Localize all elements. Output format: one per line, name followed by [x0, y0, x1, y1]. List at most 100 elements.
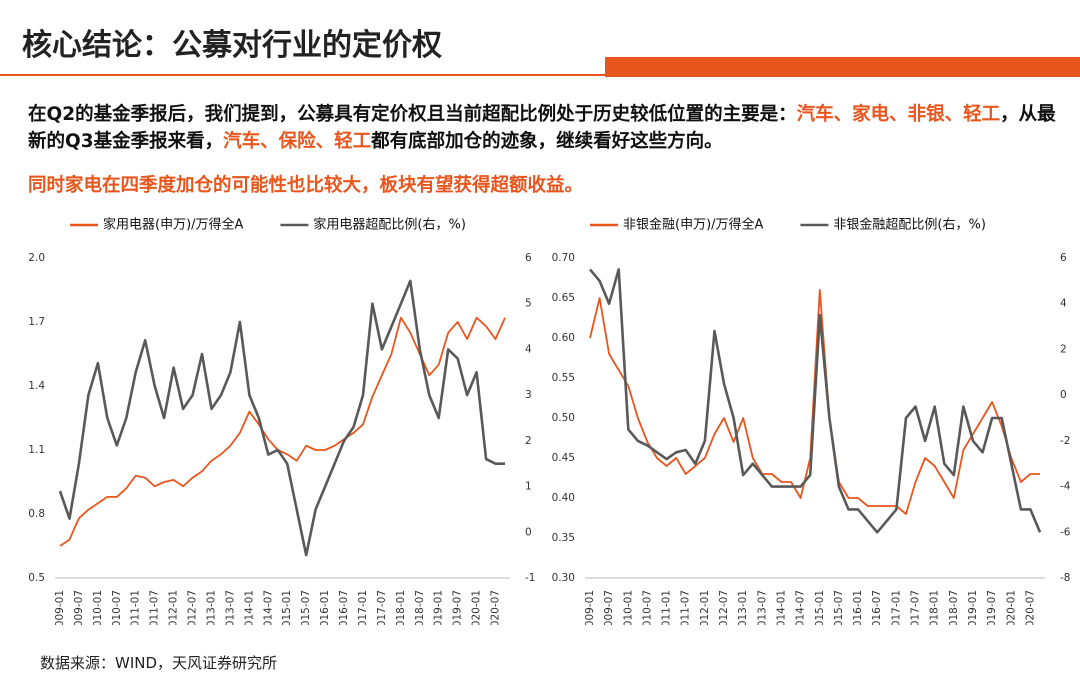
y2-tick-label: 2: [525, 435, 532, 447]
y2-tick-label: -4: [1060, 481, 1071, 493]
y-tick-label: 0.45: [552, 452, 575, 464]
x-tick-label: 2009-07: [603, 590, 615, 625]
y2-tick-label: -6: [1060, 526, 1071, 538]
y-tick-label: 0.65: [552, 292, 575, 304]
y-tick-label: 0.70: [552, 252, 575, 264]
x-tick-label: 2012-07: [187, 590, 199, 625]
y2-tick-label: -1: [525, 572, 535, 584]
source: 数据来源：WIND，天风证券研究所: [40, 654, 278, 672]
chart: 0.5 0.8 1.1 1.4 1.7 2.0 -1 0 1 2 3 4 5 6 2009-01 2009-0…: [28, 217, 535, 626]
x-tick-label: 2016-07: [338, 590, 350, 625]
legend-label: 非银金融(申万)/万得全A: [623, 217, 764, 233]
x-tick-label: 2017-01: [890, 590, 902, 625]
x-tick-label: 2019-01: [967, 590, 979, 625]
y2-tick-label: 3: [525, 389, 532, 401]
y2-tick-label: 0: [525, 526, 532, 538]
x-tick-label: 2012-07: [718, 590, 730, 625]
title-rule: [0, 74, 605, 76]
slide-title: 核心结论：公募对行业的定价权: [22, 28, 442, 63]
y2-tick-label: -8: [1060, 572, 1070, 584]
text-segment: 汽车、保险、轻工: [223, 131, 372, 152]
x-tick-label: 2018-01: [929, 590, 941, 625]
chart: 0.30 0.35 0.40 0.45 0.50 0.55 0.60 0.65 0.70 -8 -6…: [552, 217, 1071, 626]
text-segment: 都有底部加仓的迹象，继续看好这些方向。: [371, 131, 723, 152]
x-tick-label: 2013-01: [205, 590, 217, 625]
y-tick-label: 0.5: [28, 572, 45, 584]
x-tick-label: 2014-07: [795, 590, 807, 625]
x-tick-label: 2015-07: [300, 590, 312, 625]
x-tick-label: 2017-01: [357, 590, 369, 625]
y-tick-label: 1.7: [28, 316, 45, 328]
y2-tick-label: -2: [1060, 435, 1070, 447]
x-tick-label: 2013-07: [756, 590, 768, 625]
x-tick-label: 2009-01: [584, 590, 596, 625]
x-tick-label: 2020-07: [1024, 590, 1036, 625]
x-tick-label: 2019-07: [452, 590, 464, 625]
x-tick-label: 2018-01: [395, 590, 407, 625]
y2-tick-label: 4: [1060, 298, 1067, 310]
y2-tick-label: 2: [1060, 343, 1067, 355]
x-tick-label: 2010-07: [111, 590, 123, 625]
x-tick-label: 2013-01: [737, 590, 749, 625]
text-segment: ，从最新的Q3基金季报来看，: [28, 104, 1056, 152]
x-tick-label: 2020-01: [471, 590, 483, 625]
y-tick-label: 0.30: [552, 572, 575, 584]
text-segment: 在Q2的基金季报后，我们提到，公募具有定价权且当前超配比例处于历史较低位置的主要…: [28, 104, 797, 125]
y2-tick-label: 1: [525, 481, 532, 493]
y-tick-label: 0.60: [552, 332, 575, 344]
x-tick-label: 2010-01: [92, 590, 104, 625]
y-tick-label: 0.50: [552, 412, 575, 424]
x-tick-label: 2016-07: [871, 590, 883, 625]
x-tick-label: 2011-01: [661, 590, 673, 625]
legend-label: 家用电器(申万)/万得全A: [103, 217, 244, 233]
y2-tick-label: 4: [525, 343, 532, 355]
y-tick-label: 0.8: [28, 508, 45, 520]
y-tick-label: 1.4: [28, 380, 45, 392]
x-tick-label: 2009-07: [73, 590, 85, 625]
x-tick-label: 2012-01: [168, 590, 180, 625]
paragraph: 同时家电在四季度加仓的可能性也比较大，板块有望获得超额收益。: [28, 172, 1058, 199]
x-tick-label: 2009-01: [54, 590, 66, 625]
x-tick-label: 2015-07: [833, 590, 845, 625]
x-tick-label: 2017-07: [376, 590, 388, 625]
x-tick-label: 2010-01: [622, 590, 634, 625]
x-tick-label: 2012-01: [699, 590, 711, 625]
x-tick-label: 2016-01: [852, 590, 864, 625]
x-tick-label: 2011-07: [149, 590, 161, 625]
y-tick-label: 0.40: [552, 492, 575, 504]
y2-tick-label: 6: [525, 252, 532, 264]
legend-label: 家用电器超配比例(右，%): [313, 217, 466, 233]
text-segment: 同时家电在四季度加仓的可能性也比较大，板块有望获得超额收益。: [28, 175, 584, 196]
x-tick-label: 2013-07: [224, 590, 236, 625]
title-block: [605, 57, 1080, 77]
y-tick-label: 2.0: [28, 252, 45, 264]
y-tick-label: 0.35: [552, 532, 575, 544]
legend-label: 非银金融超配比例(右，%): [833, 217, 986, 233]
line-series: [58, 279, 505, 557]
paragraph: 在Q2的基金季报后，我们提到，公募具有定价权且当前超配比例处于历史较低位置的主要…: [28, 101, 1058, 155]
y2-tick-label: 6: [1060, 252, 1067, 264]
y2-tick-label: 0: [1060, 389, 1067, 401]
x-tick-label: 2018-07: [414, 590, 426, 625]
x-tick-label: 2018-07: [948, 590, 960, 625]
x-tick-label: 2015-01: [814, 590, 826, 625]
x-tick-label: 2015-01: [281, 590, 293, 625]
x-tick-label: 2011-01: [130, 590, 142, 625]
x-tick-label: 2016-01: [319, 590, 331, 625]
x-tick-label: 2010-07: [641, 590, 653, 625]
y2-tick-label: 5: [525, 298, 532, 310]
x-tick-label: 2020-01: [1005, 590, 1017, 625]
x-tick-label: 2011-07: [680, 590, 692, 625]
y-tick-label: 1.1: [28, 444, 45, 456]
x-tick-label: 2017-07: [910, 590, 922, 625]
x-tick-label: 2019-07: [986, 590, 998, 625]
line-series: [589, 268, 1042, 534]
x-tick-label: 2014-01: [243, 590, 255, 625]
x-tick-label: 2019-01: [433, 590, 445, 625]
line-series: [59, 316, 506, 547]
x-tick-label: 2014-01: [775, 590, 787, 625]
x-tick-label: 2014-07: [262, 590, 274, 625]
y-tick-label: 0.55: [552, 372, 575, 384]
text-segment: 汽车、家电、非银、轻工: [796, 104, 1001, 125]
